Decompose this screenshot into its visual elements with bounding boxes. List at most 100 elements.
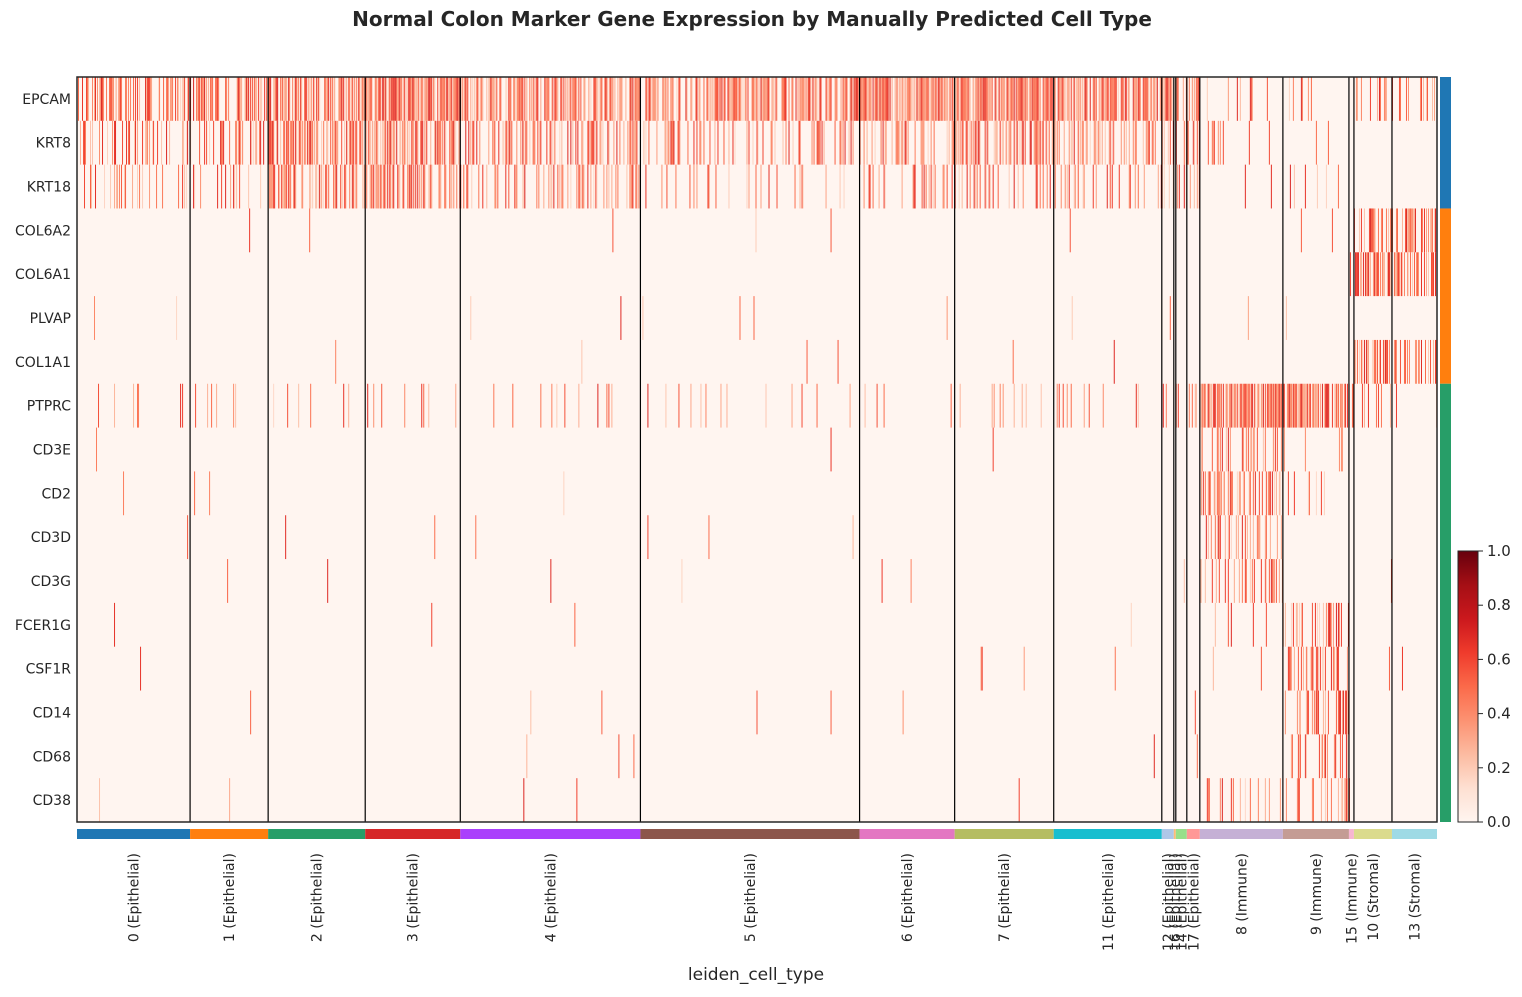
heatmap-cell	[183, 77, 185, 121]
heatmap-cell	[427, 77, 429, 121]
heatmap-cell	[801, 164, 803, 209]
heatmap-cell	[690, 383, 692, 428]
heatmap-cell	[508, 120, 510, 165]
heatmap-cell	[1048, 120, 1050, 165]
heatmap-cell	[608, 120, 610, 165]
heatmap-cell	[846, 77, 848, 121]
heatmap-cell	[215, 77, 217, 121]
heatmap-cell	[1265, 471, 1267, 516]
heatmap-cell	[1228, 383, 1230, 428]
heatmap-cell	[1377, 252, 1379, 297]
heatmap-cell	[114, 120, 116, 165]
heatmap-cell	[802, 164, 804, 209]
heatmap-cell	[883, 164, 885, 209]
heatmap-cell	[1046, 77, 1048, 121]
heatmap-cell	[811, 120, 813, 165]
heatmap-cell	[874, 120, 876, 165]
heatmap-cell	[1073, 120, 1075, 165]
heatmap-cell	[1034, 120, 1036, 165]
heatmap-cell	[467, 164, 469, 209]
heatmap-cell	[942, 164, 944, 209]
heatmap-cell	[1159, 77, 1161, 121]
heatmap-cell	[951, 120, 953, 165]
heatmap-cell	[976, 164, 978, 209]
heatmap-cell	[736, 77, 738, 121]
heatmap-cell	[1241, 515, 1243, 560]
heatmap-cell	[323, 164, 325, 209]
heatmap-cell	[679, 120, 681, 165]
heatmap-cell	[619, 120, 621, 165]
heatmap-cell	[913, 77, 915, 121]
heatmap-cell	[1322, 690, 1324, 735]
heatmap-cell	[1337, 646, 1339, 691]
heatmap-cell	[685, 77, 687, 121]
heatmap-cell	[732, 120, 734, 165]
heatmap-cell	[1136, 77, 1138, 121]
heatmap-cell	[627, 120, 629, 165]
heatmap-cell	[1385, 339, 1387, 384]
heatmap-cell	[212, 77, 214, 121]
heatmap-cell	[1313, 383, 1315, 428]
heatmap-cell	[963, 77, 965, 121]
heatmap-cell	[1041, 120, 1043, 165]
heatmap-cell	[335, 339, 337, 384]
heatmap-cell	[345, 164, 347, 209]
heatmap-cell	[751, 77, 753, 121]
heatmap-cell	[1311, 690, 1313, 735]
heatmap-cell	[1432, 208, 1433, 253]
heatmap-cell	[206, 120, 208, 165]
heatmap-cell	[959, 383, 961, 428]
heatmap-cell	[351, 77, 353, 121]
heatmap-cell	[110, 164, 112, 209]
heatmap-cell	[1278, 471, 1280, 516]
heatmap-cell	[1279, 471, 1281, 516]
heatmap-cell	[439, 77, 441, 121]
heatmap-cell	[1344, 690, 1346, 735]
heatmap-cell	[418, 77, 420, 121]
heatmap-cell	[405, 120, 407, 165]
heatmap-cell	[1051, 77, 1053, 121]
heatmap-cell	[390, 164, 392, 209]
heatmap-cell	[1231, 471, 1233, 516]
heatmap-cell	[1305, 690, 1307, 735]
heatmap-cell	[667, 120, 669, 165]
heatmap-cell	[742, 77, 744, 121]
cell-type-label: 12 (Epithelial)	[1161, 853, 1177, 951]
heatmap-cell	[825, 77, 827, 121]
heatmap-cell	[1223, 471, 1225, 516]
heatmap-cell	[878, 77, 880, 121]
heatmap-cell	[1066, 164, 1068, 209]
heatmap-cell	[1303, 383, 1305, 428]
heatmap-cell	[437, 120, 439, 165]
heatmap-cell	[1379, 339, 1381, 384]
heatmap-cell	[958, 164, 960, 209]
heatmap-cell	[608, 164, 610, 209]
heatmap-cell	[760, 164, 762, 209]
heatmap-cell	[286, 164, 288, 209]
heatmap-cell	[1152, 120, 1154, 165]
heatmap-cell	[862, 77, 864, 121]
heatmap-cell	[135, 120, 137, 165]
heatmap-cell	[710, 77, 712, 121]
cell-type-color-block	[460, 829, 641, 839]
heatmap-cell	[755, 77, 757, 121]
heatmap-cell	[1012, 339, 1014, 384]
heatmap-cell	[925, 77, 927, 121]
heatmap-cell	[182, 77, 184, 121]
heatmap-cell	[1008, 120, 1010, 165]
heatmap-cell	[1433, 252, 1434, 297]
heatmap-cell	[147, 120, 149, 165]
heatmap-cell	[97, 77, 99, 121]
heatmap-cell	[966, 164, 968, 209]
heatmap-cell	[1100, 77, 1102, 121]
heatmap-cell	[532, 77, 534, 121]
heatmap-cell	[172, 77, 174, 121]
heatmap-cell	[1376, 339, 1378, 384]
heatmap-cell	[719, 77, 721, 121]
heatmap-cell	[948, 77, 950, 121]
heatmap-cell	[618, 734, 620, 779]
heatmap-cell	[582, 164, 584, 209]
heatmap-cell	[1099, 120, 1101, 165]
heatmap-cell	[921, 120, 923, 165]
heatmap-cell	[1396, 208, 1398, 253]
